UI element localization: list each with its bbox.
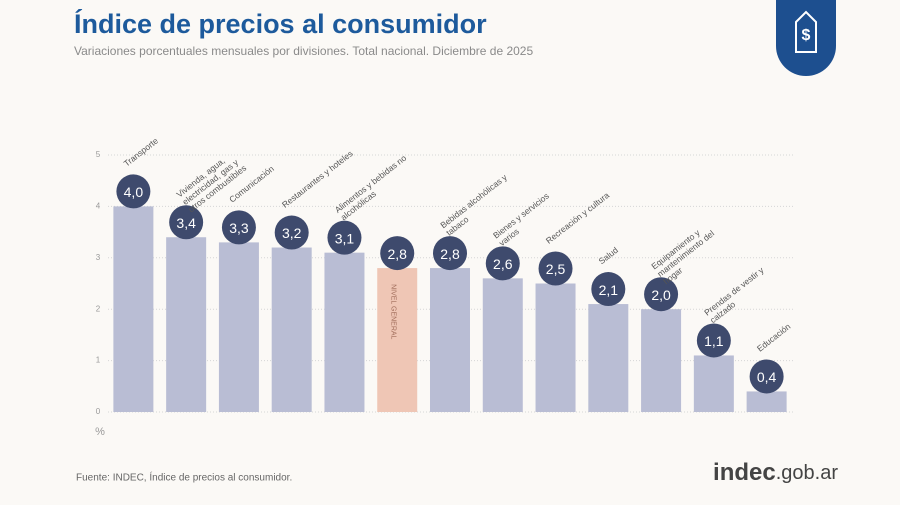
value-label: 2,8 xyxy=(387,246,407,262)
value-label: 2,1 xyxy=(599,282,619,298)
brand-domain: .gob.ar xyxy=(776,462,839,484)
bar xyxy=(746,391,787,412)
brand-logo: indec.gob.ar xyxy=(713,459,838,486)
source-note: Fuente: INDEC, Índice de precios al cons… xyxy=(76,471,292,484)
value-badge xyxy=(433,236,467,271)
bar xyxy=(166,237,207,412)
y-tick-label: 0 xyxy=(96,407,101,416)
value-label: 0,4 xyxy=(757,369,777,385)
y-tick-label: 2 xyxy=(96,304,101,313)
y-axis-label: % xyxy=(95,426,105,438)
bar xyxy=(377,268,418,412)
value-badge xyxy=(591,272,626,307)
y-tick-label: 4 xyxy=(96,202,101,211)
logo-badge: $ xyxy=(776,0,836,76)
value-label: 4,0 xyxy=(124,184,144,200)
value-badge xyxy=(116,174,151,209)
value-badge xyxy=(485,246,520,281)
highlight-label: NIVEL GENERAL xyxy=(389,284,396,339)
value-label: 3,3 xyxy=(229,220,249,236)
value-badge xyxy=(644,277,679,312)
svg-text:$: $ xyxy=(802,27,811,44)
y-tick-label: 1 xyxy=(96,356,101,365)
y-tick-label: 5 xyxy=(96,150,101,159)
bar xyxy=(588,304,629,412)
bar xyxy=(218,242,259,412)
value-badge xyxy=(327,220,362,255)
value-label: 2,8 xyxy=(440,246,460,262)
bar xyxy=(482,278,523,412)
value-badge xyxy=(169,205,204,240)
value-badge xyxy=(221,210,256,245)
bar xyxy=(430,268,470,412)
value-label: 2,6 xyxy=(493,256,513,272)
brand-name: indec xyxy=(713,459,776,486)
value-label: 2,5 xyxy=(546,261,566,277)
bar xyxy=(641,309,682,412)
bar xyxy=(324,252,365,412)
value-badge xyxy=(274,215,309,250)
value-label: 3,1 xyxy=(335,230,355,246)
value-badge xyxy=(380,236,415,271)
value-label: 1,1 xyxy=(704,333,724,349)
bar xyxy=(693,355,734,412)
value-label: 3,2 xyxy=(282,225,302,241)
value-badge xyxy=(696,323,731,358)
value-badge xyxy=(538,251,573,286)
chart-title: Índice de precios al consumidor xyxy=(74,8,487,39)
y-tick-label: 3 xyxy=(96,253,101,262)
value-label: 2,0 xyxy=(651,287,671,303)
value-badge xyxy=(749,359,784,394)
chart-subtitle: Variaciones porcentuales mensuales por d… xyxy=(74,44,533,58)
bar xyxy=(271,247,312,412)
value-label: 3,4 xyxy=(176,215,196,231)
bar xyxy=(113,206,154,412)
bar xyxy=(535,283,576,412)
